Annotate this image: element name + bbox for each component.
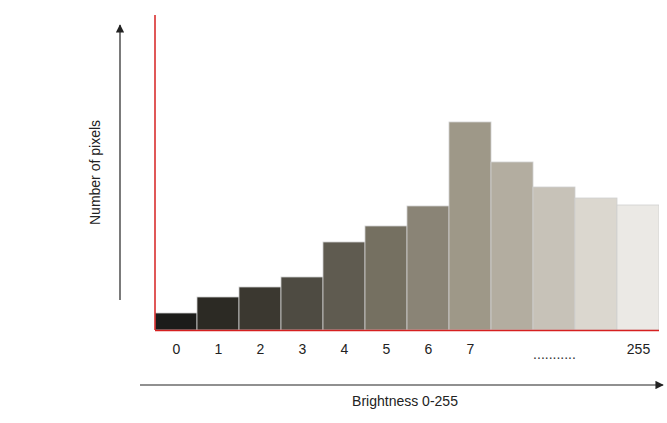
svg-text:6: 6 bbox=[425, 341, 433, 357]
svg-text:5: 5 bbox=[383, 341, 391, 357]
svg-text:Number of pixels: Number of pixels bbox=[87, 120, 103, 225]
svg-text:255: 255 bbox=[627, 341, 651, 357]
svg-text:2: 2 bbox=[257, 341, 265, 357]
svg-text:Brightness 0-255: Brightness 0-255 bbox=[352, 393, 458, 409]
svg-text:0: 0 bbox=[173, 341, 181, 357]
svg-text:4: 4 bbox=[341, 341, 349, 357]
svg-text:1: 1 bbox=[215, 341, 223, 357]
svg-text:3: 3 bbox=[299, 341, 307, 357]
svg-text:...........: ........... bbox=[533, 346, 576, 362]
svg-text:7: 7 bbox=[467, 341, 475, 357]
